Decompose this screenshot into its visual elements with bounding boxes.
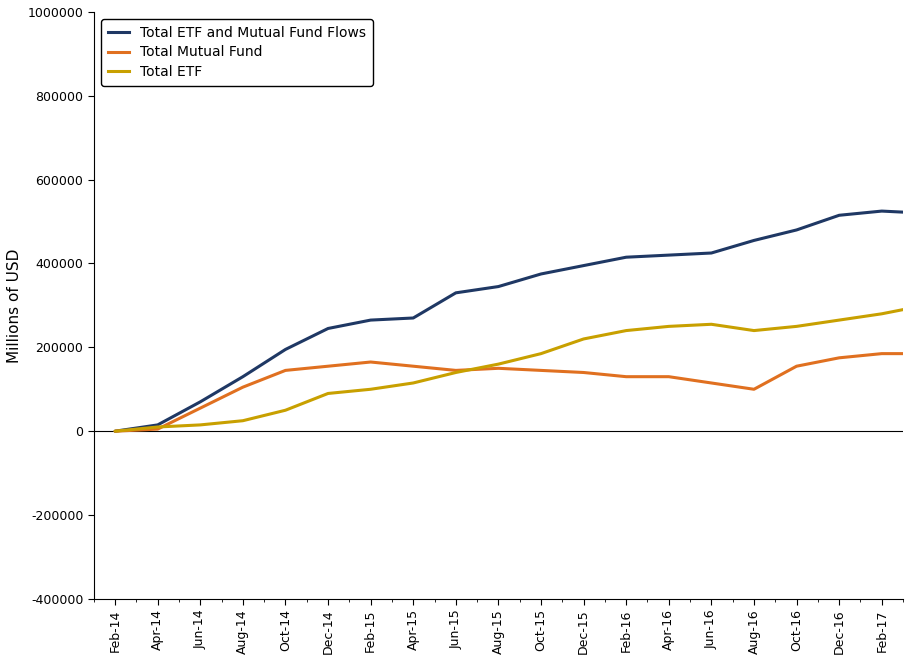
Total ETF and Mutual Fund Flows — [536, 270, 547, 278]
Total ETF and Mutual Fund Flows — [195, 398, 206, 406]
Total Mutual Fund — [749, 385, 760, 393]
Total ETF and Mutual Fund Flows — [876, 207, 887, 215]
Total ETF — [322, 389, 333, 397]
Total Mutual Fund — [791, 362, 802, 370]
Total ETF — [408, 379, 419, 387]
Total ETF — [365, 385, 376, 393]
Total Mutual Fund — [152, 425, 163, 433]
Total ETF — [791, 323, 802, 330]
Total ETF and Mutual Fund Flows — [706, 249, 717, 257]
Total ETF — [238, 416, 248, 424]
Total ETF and Mutual Fund Flows — [365, 316, 376, 324]
Total Mutual Fund — [706, 379, 717, 387]
Total ETF — [578, 335, 589, 343]
Total Mutual Fund — [876, 350, 887, 358]
Total ETF and Mutual Fund Flows — [408, 314, 419, 322]
Total ETF and Mutual Fund Flows — [322, 325, 333, 332]
Line: Total ETF: Total ETF — [115, 81, 910, 431]
Total ETF — [536, 350, 547, 358]
Total ETF and Mutual Fund Flows — [791, 226, 802, 234]
Total ETF — [152, 423, 163, 431]
Total ETF and Mutual Fund Flows — [280, 346, 291, 354]
Total ETF — [663, 323, 674, 330]
Total ETF and Mutual Fund Flows — [834, 212, 844, 219]
Total Mutual Fund — [536, 366, 547, 374]
Total ETF — [493, 360, 504, 368]
Total Mutual Fund — [365, 358, 376, 366]
Total ETF and Mutual Fund Flows — [450, 289, 461, 297]
Total ETF — [706, 321, 717, 329]
Total ETF — [621, 327, 632, 334]
Total ETF and Mutual Fund Flows — [578, 262, 589, 270]
Total Mutual Fund — [450, 366, 461, 374]
Total ETF and Mutual Fund Flows — [749, 237, 760, 245]
Total Mutual Fund — [322, 362, 333, 370]
Total Mutual Fund — [195, 404, 206, 412]
Total Mutual Fund — [663, 373, 674, 381]
Total ETF and Mutual Fund Flows — [152, 421, 163, 429]
Total ETF and Mutual Fund Flows — [621, 253, 632, 261]
Line: Total ETF and Mutual Fund Flows: Total ETF and Mutual Fund Flows — [115, 161, 910, 431]
Legend: Total ETF and Mutual Fund Flows, Total Mutual Fund, Total ETF: Total ETF and Mutual Fund Flows, Total M… — [101, 19, 372, 86]
Total Mutual Fund — [109, 427, 120, 435]
Total ETF and Mutual Fund Flows — [493, 283, 504, 291]
Line: Total Mutual Fund: Total Mutual Fund — [115, 354, 910, 538]
Total Mutual Fund — [578, 369, 589, 377]
Total ETF — [834, 316, 844, 324]
Total ETF and Mutual Fund Flows — [238, 373, 248, 381]
Y-axis label: Millions of USD: Millions of USD — [7, 249, 22, 363]
Total Mutual Fund — [238, 383, 248, 391]
Total Mutual Fund — [408, 362, 419, 370]
Total ETF — [749, 327, 760, 334]
Total Mutual Fund — [621, 373, 632, 381]
Total ETF — [109, 427, 120, 435]
Total ETF and Mutual Fund Flows — [109, 427, 120, 435]
Total Mutual Fund — [493, 364, 504, 372]
Total Mutual Fund — [834, 354, 844, 362]
Total ETF — [876, 310, 887, 318]
Total ETF and Mutual Fund Flows — [663, 251, 674, 259]
Total ETF — [450, 369, 461, 377]
Total ETF — [195, 421, 206, 429]
Total Mutual Fund — [280, 366, 291, 374]
Total ETF — [280, 407, 291, 414]
